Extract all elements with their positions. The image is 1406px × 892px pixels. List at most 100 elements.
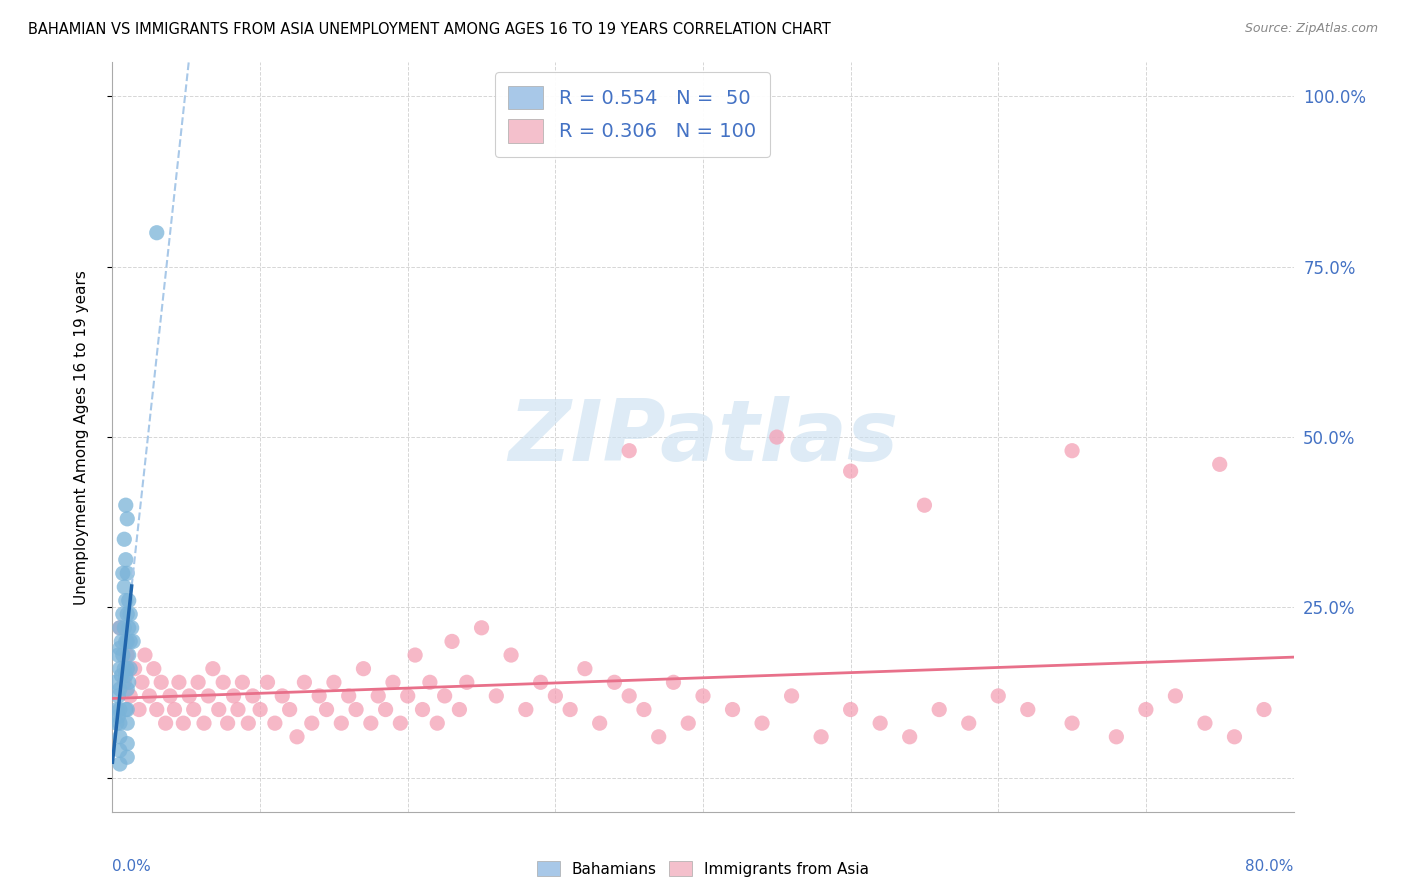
Point [470,621,494,635]
Point [201,662,224,676]
Point [249,702,271,716]
Point [271,689,294,703]
Text: Source: ZipAtlas.com: Source: ZipAtlas.com [1244,22,1378,36]
Point [122,634,145,648]
Point [114,552,136,566]
Point [558,702,582,716]
Point [1194,716,1216,731]
Point [419,675,441,690]
Point [360,716,382,731]
Point [108,662,131,676]
Point [108,641,131,656]
Point [869,716,891,731]
Point [278,702,301,716]
Point [619,689,641,703]
Point [404,648,426,662]
Point [957,716,980,731]
Point [112,621,135,635]
Point [914,498,936,512]
Text: 0.0%: 0.0% [112,859,152,874]
Point [222,689,245,703]
Point [117,566,138,581]
Point [111,648,134,662]
Point [780,689,803,703]
Point [150,675,173,690]
Point [323,675,346,690]
Legend: R = 0.554   N =  50, R = 0.306   N = 100: R = 0.554 N = 50, R = 0.306 N = 100 [495,72,769,157]
Point [146,702,169,716]
Point [117,702,138,716]
Point [574,662,596,676]
Point [183,702,205,716]
Point [117,750,138,764]
Point [111,607,134,622]
Point [256,675,278,690]
Point [117,737,138,751]
Point [1017,702,1039,716]
Point [337,689,360,703]
Point [108,621,131,635]
Point [114,593,136,607]
Text: BAHAMIAN VS IMMIGRANTS FROM ASIA UNEMPLOYMENT AMONG AGES 16 TO 19 YEARS CORRELAT: BAHAMIAN VS IMMIGRANTS FROM ASIA UNEMPLO… [28,22,831,37]
Point [619,443,641,458]
Point [114,668,136,682]
Point [108,757,131,772]
Point [118,621,141,635]
Point [107,689,129,703]
Point [238,716,260,731]
Point [382,675,405,690]
Point [330,716,353,731]
Point [987,689,1010,703]
Point [208,702,231,716]
Point [107,709,129,723]
Point [108,730,131,744]
Point [301,716,323,731]
Point [441,634,464,648]
Point [117,512,138,526]
Legend: Bahamians, Immigrants from Asia: Bahamians, Immigrants from Asia [529,853,877,884]
Point [515,702,537,716]
Point [1164,689,1187,703]
Point [108,743,131,757]
Point [108,702,131,716]
Point [633,702,655,716]
Point [117,682,138,697]
Point [124,662,146,676]
Point [108,682,131,697]
Point [1223,730,1246,744]
Point [501,648,523,662]
Point [110,634,132,648]
Point [389,716,412,731]
Point [264,716,287,731]
Point [110,668,132,682]
Point [114,634,136,648]
Point [105,716,128,731]
Point [308,689,330,703]
Point [155,716,177,731]
Point [112,580,135,594]
Point [128,702,150,716]
Point [212,675,235,690]
Y-axis label: Unemployment Among Ages 16 to 19 years: Unemployment Among Ages 16 to 19 years [75,269,89,605]
Point [111,566,134,581]
Point [1208,458,1232,472]
Point [142,662,165,676]
Point [117,648,138,662]
Point [108,716,131,731]
Point [662,675,685,690]
Point [118,593,141,607]
Point [105,702,128,716]
Point [114,702,136,716]
Point [138,689,160,703]
Point [172,716,194,731]
Point [529,675,551,690]
Text: 80.0%: 80.0% [1246,859,1294,874]
Point [344,702,367,716]
Point [285,730,308,744]
Point [449,702,471,716]
Point [120,607,142,622]
Point [751,716,773,731]
Point [197,689,219,703]
Point [159,689,181,703]
Point [367,689,389,703]
